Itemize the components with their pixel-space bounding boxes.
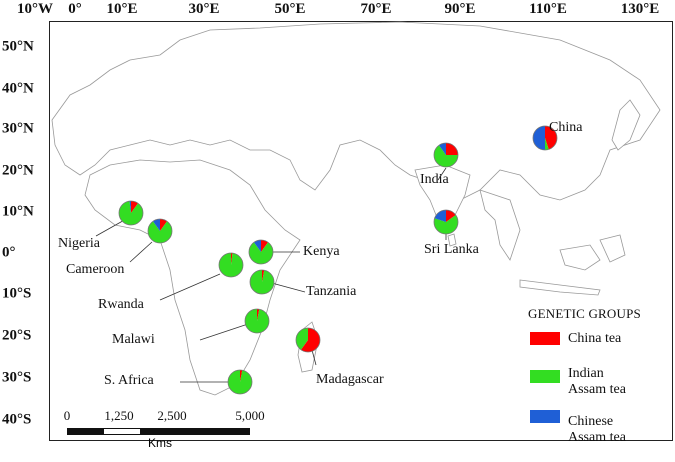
legend-label: China tea	[568, 331, 622, 346]
x-tick: 10°E	[106, 1, 138, 17]
location-label-sri-lanka: Sri Lanka	[424, 242, 479, 257]
location-label-madagascar: Madagascar	[316, 372, 384, 387]
pie-kenya	[248, 239, 274, 265]
legend-swatch-chinese-assam-tea	[530, 410, 560, 423]
pie-china	[532, 125, 558, 151]
location-label-s-africa: S. Africa	[104, 373, 154, 388]
y-tick: 0°	[2, 244, 16, 261]
pie-nigeria	[118, 200, 144, 226]
legend-swatch-indian-assam-tea	[530, 370, 560, 383]
pie-india	[433, 142, 459, 168]
y-tick: 40°N	[2, 80, 34, 97]
scale-tick: 1,250	[104, 408, 134, 423]
y-tick: 40°S	[2, 411, 32, 428]
pie-madagascar	[295, 327, 321, 353]
legend-swatch-china-tea	[530, 332, 560, 345]
legend-label: Assam tea	[568, 382, 626, 397]
x-tick: 0°	[68, 1, 82, 17]
location-label-kenya: Kenya	[303, 244, 340, 259]
scale-tick: 2,500	[157, 408, 187, 423]
y-tick: 30°N	[2, 120, 34, 137]
location-label-nigeria: Nigeria	[58, 236, 100, 251]
y-tick: 20°S	[2, 327, 32, 344]
pie-malawi	[244, 308, 270, 334]
x-tick: 30°E	[188, 1, 220, 17]
scale-bar-graphic	[67, 428, 250, 435]
location-label-malawi: Malawi	[112, 332, 155, 347]
x-tick: 10°W	[17, 1, 53, 17]
y-tick: 20°N	[2, 162, 34, 179]
y-tick: 50°N	[2, 38, 34, 55]
y-tick: 30°S	[2, 369, 32, 386]
legend-label: Chinese	[568, 414, 614, 429]
y-tick: 10°N	[2, 203, 34, 220]
pie-s-africa	[227, 369, 253, 395]
legend-label: Indian	[568, 366, 604, 381]
y-tick: 10°S	[2, 285, 32, 302]
location-label-rwanda: Rwanda	[98, 297, 144, 312]
legend-title: GENETIC GROUPS	[528, 306, 641, 321]
pie-rwanda	[218, 252, 244, 278]
location-label-india: India	[420, 172, 449, 187]
pie-markers	[118, 125, 558, 395]
scale-tick: 5,000	[235, 408, 265, 423]
scale-unit: Kms	[148, 436, 172, 450]
pie-cameroon	[147, 218, 173, 244]
x-tick: 50°E	[274, 1, 306, 17]
x-tick: 130°E	[620, 1, 660, 17]
pie-tanzania	[249, 269, 275, 295]
pie-sri-lanka	[433, 209, 459, 235]
x-tick: 110°E	[529, 1, 567, 17]
x-tick: 90°E	[444, 1, 476, 17]
legend-label: Assam tea	[568, 430, 626, 445]
x-tick: 70°E	[360, 1, 392, 17]
location-label-china: China	[549, 120, 583, 135]
scale-tick: 0	[63, 408, 71, 423]
location-label-cameroon: Cameroon	[66, 262, 125, 277]
location-label-tanzania: Tanzania	[306, 284, 357, 299]
